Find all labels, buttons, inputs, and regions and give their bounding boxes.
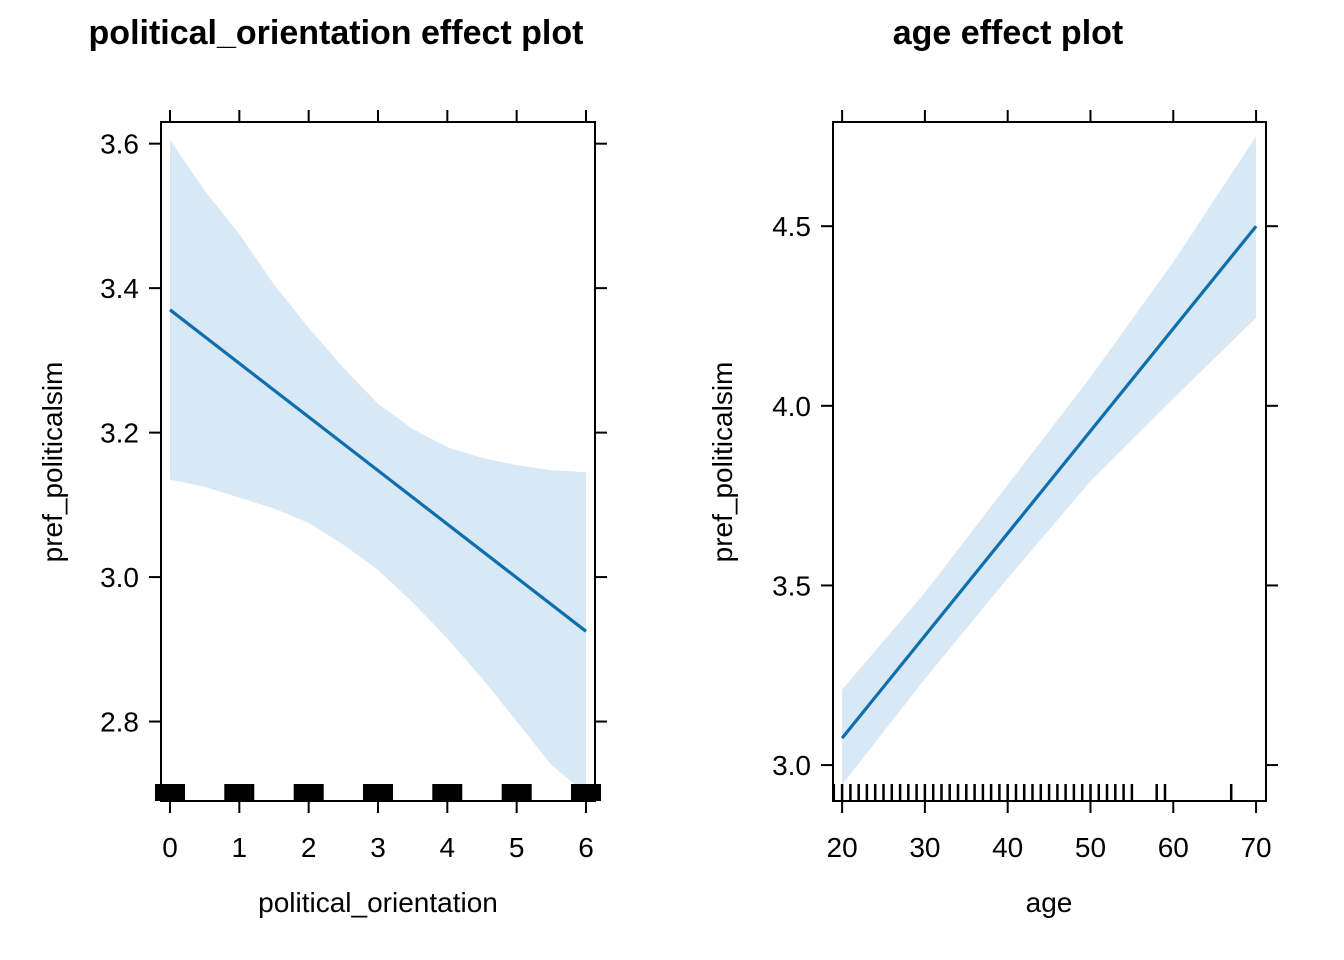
confidence-band bbox=[842, 136, 1257, 785]
y-tick-label: 3.2 bbox=[100, 418, 139, 449]
x-axis-label: political_orientation bbox=[258, 887, 498, 918]
y-tick-label: 3.4 bbox=[100, 273, 139, 304]
plot-frame bbox=[160, 121, 596, 802]
x-tick-label: 2 bbox=[301, 832, 317, 863]
plot-frame bbox=[832, 121, 1267, 802]
panel-title: age effect plot bbox=[893, 14, 1123, 52]
x-tick-label: 30 bbox=[909, 832, 940, 863]
x-tick-label: 60 bbox=[1158, 832, 1189, 863]
y-axis-label: pref_politicalsim bbox=[37, 362, 68, 563]
rug-mark bbox=[501, 784, 532, 801]
tick-layer: 0 1 2 3 4 5 6 2.8 3.0 3.2 3.4 3.6 bbox=[100, 110, 607, 863]
x-tick-label: 20 bbox=[827, 832, 858, 863]
x-tick-label: 1 bbox=[232, 832, 248, 863]
y-tick-label: 3.0 bbox=[100, 562, 139, 593]
fit-line bbox=[169, 308, 587, 633]
x-tick-label: 40 bbox=[992, 832, 1023, 863]
y-axis-label: pref_politicalsim bbox=[707, 362, 738, 563]
rug-mark bbox=[432, 784, 463, 801]
rug-mark bbox=[293, 784, 324, 801]
y-tick-label: 3.0 bbox=[772, 750, 811, 781]
fit-line bbox=[840, 225, 1258, 740]
fit-line-layer bbox=[840, 225, 1258, 740]
x-tick-label: 0 bbox=[162, 832, 178, 863]
rug-layer bbox=[155, 784, 601, 801]
panel-title: political_orientation effect plot bbox=[89, 14, 584, 52]
x-tick-label: 3 bbox=[370, 832, 386, 863]
rug-mark bbox=[155, 784, 185, 801]
x-tick-label: 70 bbox=[1240, 832, 1271, 863]
age-panel: age effect plot age pref_politicalsim 20… bbox=[707, 14, 1278, 918]
confidence-band-layer bbox=[842, 136, 1257, 785]
rug-layer bbox=[832, 784, 1233, 801]
y-tick-label: 4.0 bbox=[772, 391, 811, 422]
confidence-band bbox=[170, 140, 586, 794]
tick-layer: 20 30 40 50 60 70 3.0 3.5 4.0 4.5 bbox=[772, 110, 1278, 863]
y-tick-label: 4.5 bbox=[772, 211, 811, 242]
y-tick-label: 2.8 bbox=[100, 707, 139, 738]
x-tick-label: 4 bbox=[440, 832, 456, 863]
confidence-band-layer bbox=[170, 140, 586, 794]
rug-mark bbox=[224, 784, 255, 801]
x-tick-label: 5 bbox=[509, 832, 525, 863]
x-axis-label: age bbox=[1026, 887, 1073, 918]
x-tick-label: 6 bbox=[578, 832, 594, 863]
x-tick-label: 50 bbox=[1075, 832, 1106, 863]
y-tick-label: 3.6 bbox=[100, 129, 139, 160]
rug-mark bbox=[363, 784, 393, 801]
y-tick-label: 3.5 bbox=[772, 570, 811, 601]
rug-mark bbox=[571, 784, 601, 801]
fit-line-layer bbox=[169, 308, 587, 633]
political-orientation-panel: political_orientation effect plot politi… bbox=[37, 14, 607, 918]
